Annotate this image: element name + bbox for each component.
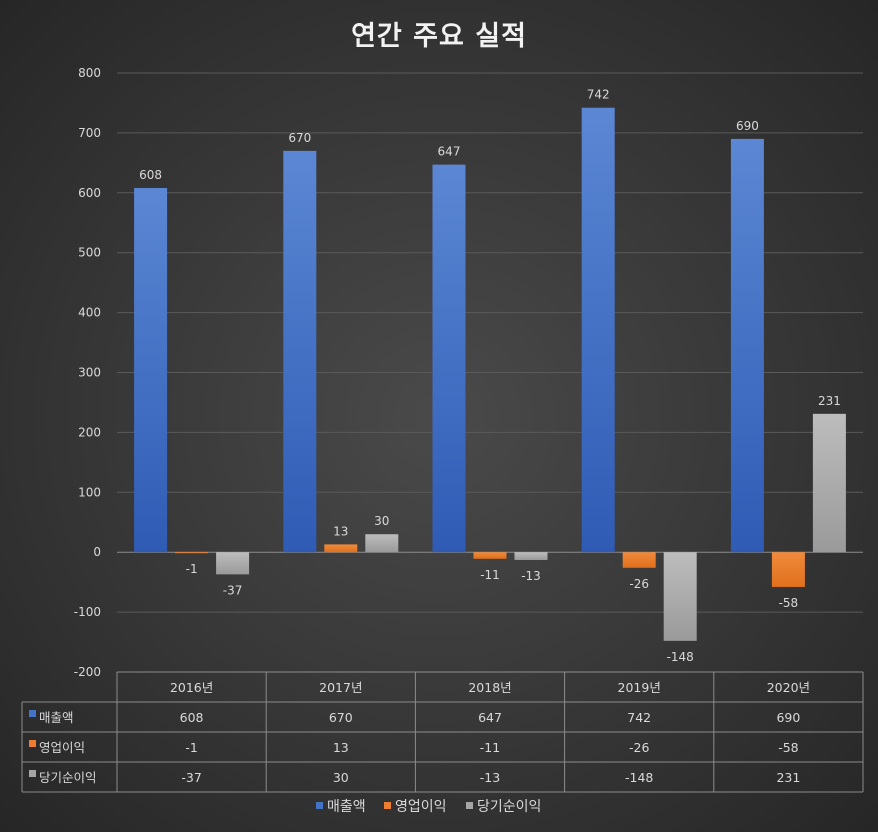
y-tick-label: 0	[93, 545, 101, 559]
y-tick-label: 100	[78, 485, 101, 499]
table-cell: -37	[181, 770, 201, 785]
bar	[216, 552, 250, 575]
table-header-cell: 2020년	[767, 680, 810, 695]
bar	[622, 552, 656, 568]
table-row-label: 영업이익	[39, 740, 85, 755]
bar	[771, 552, 805, 587]
data-label: -26	[629, 577, 649, 591]
table-cell: 231	[776, 770, 800, 785]
legend-label: 매출액	[327, 799, 366, 815]
data-label: -37	[223, 583, 243, 597]
data-label: 30	[374, 514, 389, 528]
table-legend-key	[29, 710, 36, 717]
data-label: -1	[186, 562, 198, 576]
bar	[324, 544, 358, 553]
y-tick-label: 700	[78, 126, 101, 140]
bar	[134, 188, 168, 553]
bar	[283, 150, 317, 553]
table-cell: -13	[480, 770, 500, 785]
table-cell: 690	[776, 710, 800, 725]
table-cell: 647	[478, 710, 502, 725]
data-label: 670	[288, 131, 311, 145]
table-cell: -11	[480, 740, 500, 755]
bar	[581, 107, 615, 553]
table-cell: -58	[778, 740, 798, 755]
table-row-label: 매출액	[39, 710, 74, 725]
y-tick-label: 400	[78, 306, 101, 320]
table-cell: -1	[185, 740, 197, 755]
y-tick-label: 600	[78, 186, 101, 200]
bar	[473, 552, 507, 559]
data-label: -58	[779, 596, 799, 610]
data-label: 690	[736, 119, 759, 133]
table-cell: 13	[333, 740, 349, 755]
y-tick-label: -100	[74, 605, 101, 619]
table-cell: -148	[625, 770, 653, 785]
table-legend-key	[29, 740, 36, 747]
bar	[514, 552, 548, 560]
y-tick-label: 500	[78, 246, 101, 260]
table-header-cell: 2018년	[468, 680, 511, 695]
data-label: 647	[438, 145, 461, 159]
data-label: -11	[480, 568, 500, 582]
bar	[432, 164, 466, 553]
data-label: 13	[333, 524, 348, 538]
legend-label: 당기순이익	[477, 799, 541, 815]
y-tick-label: -200	[74, 665, 101, 679]
legend-key	[384, 802, 391, 809]
bar	[175, 552, 209, 554]
legend-key	[316, 802, 323, 809]
legend-key	[466, 802, 473, 809]
table-cell: 742	[627, 710, 651, 725]
table-row-label: 당기순이익	[39, 770, 97, 785]
data-label: -13	[521, 569, 541, 583]
y-tick-label: 300	[78, 366, 101, 380]
legend-label: 영업이익	[395, 799, 447, 815]
data-label: 742	[587, 88, 610, 102]
chart-title: 연간 주요 실적	[351, 21, 527, 52]
table-cell: 670	[329, 710, 353, 725]
y-tick-label: 800	[78, 66, 101, 80]
y-tick-label: 200	[78, 425, 101, 439]
data-label: -148	[667, 650, 694, 664]
table-cell: 30	[333, 770, 349, 785]
bar	[663, 552, 697, 641]
bar	[730, 138, 764, 553]
table-legend-key	[29, 770, 36, 777]
table-header-cell: 2017년	[319, 680, 362, 695]
data-label: 608	[139, 168, 162, 182]
table-cell: -26	[629, 740, 649, 755]
data-label: 231	[818, 394, 841, 408]
bar	[812, 413, 846, 553]
table-header-cell: 2019년	[618, 680, 661, 695]
table-header-cell: 2016년	[170, 680, 213, 695]
table-cell: 608	[180, 710, 204, 725]
bar	[365, 534, 399, 553]
